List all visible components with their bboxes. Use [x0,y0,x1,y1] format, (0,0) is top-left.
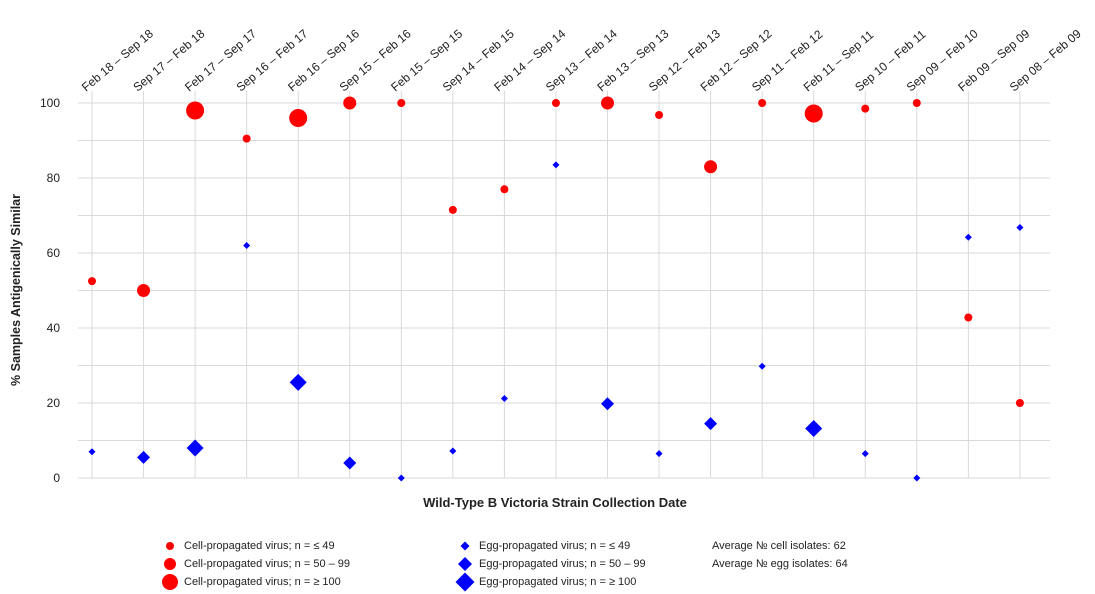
cell-point [289,109,308,127]
cell-point [601,96,614,110]
egg-point [243,242,251,249]
y-tick-label: 100 [40,96,60,110]
egg-point [913,474,921,482]
legend-item-cell-small: Cell-propagated virus; n = ≤ 49 [160,537,350,555]
egg-point [964,233,972,241]
egg-point [137,450,151,464]
avg-egg-isolates: Average № egg isolates: 64 [712,558,848,570]
cell-point [655,111,664,119]
cell-point [500,185,509,194]
red-circle-medium-icon [160,555,180,573]
legend-label-cell-small: Cell-propagated virus; n = ≤ 49 [184,540,335,552]
cell-point [186,101,205,120]
legend-label-cell-medium: Cell-propagated virus; n = 50 – 99 [184,558,351,570]
legend-notes: Average № cell isolates: 62 Average № eg… [712,537,848,573]
cell-point [397,99,406,107]
egg-point [343,456,357,470]
legend-item-egg-small: Egg-propagated virus; n = ≤ 49 [455,537,646,555]
cell-point [704,160,718,174]
y-tick-labels: 0 20 40 60 80 100 [40,96,60,485]
egg-point [704,417,718,431]
egg-point [186,439,204,457]
legend-item-cell-medium: Cell-propagated virus; n = 50 – 99 [160,555,350,573]
legend-label-egg-small: Egg-propagated virus; n = ≤ 49 [479,540,631,552]
cell-point [448,205,457,214]
cell-point [804,104,823,123]
cell-point [964,313,973,322]
egg-point [88,448,96,456]
egg-point [397,474,405,482]
cell-point [242,134,251,143]
grid-lines [78,91,1050,479]
egg-point [1016,224,1024,231]
y-tick-label: 40 [47,321,61,335]
cell-point [137,284,151,297]
egg-point [500,395,508,402]
egg-point [601,397,614,411]
avg-cell-isolates: Average № cell isolates: 62 [712,540,846,552]
blue-diamond-medium-icon [455,555,475,573]
legend-column-cell: Cell-propagated virus; n = ≤ 49 Cell-pro… [160,537,350,591]
data-points [88,96,1024,482]
cell-point [88,277,96,286]
egg-point [449,447,457,455]
legend-column-egg: Egg-propagated virus; n = ≤ 49 Egg-propa… [455,537,646,592]
cell-point [758,99,767,107]
legend-label-egg-large: Egg-propagated virus; n = ≥ 100 [479,576,637,588]
cell-point [861,104,870,113]
cell-point [551,99,560,107]
y-tick-label: 0 [53,471,60,485]
x-axis-label: Wild-Type B Victoria Strain Collection D… [423,495,687,510]
legend-item-egg-medium: Egg-propagated virus; n = 50 – 99 [455,555,646,573]
egg-point [289,373,307,391]
y-tick-label: 60 [47,246,61,260]
egg-point [758,362,766,370]
legend-item-egg-large: Egg-propagated virus; n = ≥ 100 [455,572,646,592]
legend-label-egg-medium: Egg-propagated virus; n = 50 – 99 [479,558,646,570]
red-circle-small-icon [160,537,180,555]
red-circle-large-icon [160,573,180,591]
egg-point [805,420,823,437]
egg-point [861,450,869,458]
y-tick-label: 80 [47,171,61,185]
cell-point [1015,399,1024,407]
y-axis-label: % Samples Antigenically Similar [9,194,23,386]
cell-point [343,96,357,110]
cell-point [912,99,921,107]
blue-diamond-large-icon [455,572,475,592]
y-tick-label: 20 [47,396,61,410]
legend-label-cell-large: Cell-propagated virus; n = ≥ 100 [184,576,341,588]
blue-diamond-small-icon [455,537,475,555]
legend-item-cell-large: Cell-propagated virus; n = ≥ 100 [160,573,350,591]
egg-point [552,161,560,169]
egg-point [655,450,663,458]
